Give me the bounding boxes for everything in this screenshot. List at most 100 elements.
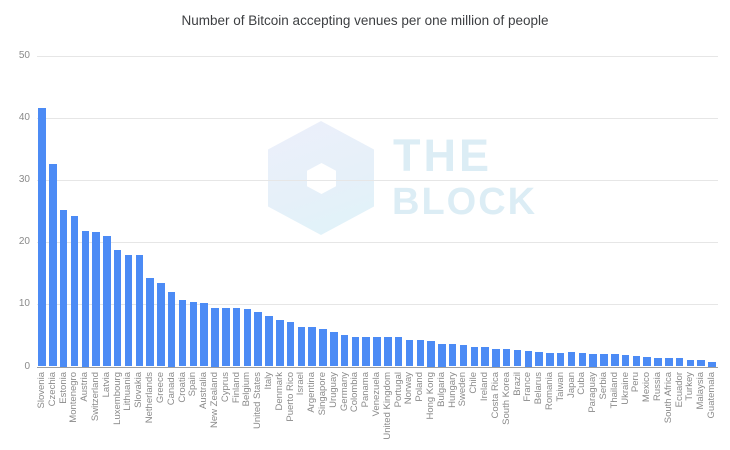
bar-denmark[interactable] [276, 319, 284, 367]
bar-venezuela[interactable] [373, 337, 381, 367]
bar-australia[interactable] [200, 303, 208, 367]
bar-new-zealand[interactable] [211, 307, 219, 367]
bar-croatia[interactable] [178, 300, 187, 367]
bar-israel[interactable] [297, 326, 306, 367]
bar-hong-kong[interactable] [427, 341, 435, 367]
bar-south-africa[interactable] [665, 357, 673, 367]
bar-czechia[interactable] [49, 164, 57, 367]
bar-belarus[interactable] [535, 352, 543, 367]
bar-mexico[interactable] [643, 356, 651, 367]
bar-argentina[interactable] [308, 326, 316, 367]
bar-latvia[interactable] [103, 236, 111, 367]
bar-puerto-rico[interactable] [286, 321, 295, 367]
bar-estonia[interactable] [59, 210, 68, 367]
bar-united-kingdom[interactable] [384, 336, 392, 367]
x-axis-line [37, 366, 718, 368]
x-axis-label: Switzerland [90, 372, 101, 422]
y-axis-label: 0 [24, 360, 30, 372]
x-axis-label: Hong Kong [425, 372, 436, 420]
bar-ireland[interactable] [481, 346, 489, 367]
x-axis-label: South Africa [662, 372, 674, 424]
bar-finland[interactable] [232, 308, 241, 367]
bar-japan[interactable] [567, 352, 576, 367]
x-axis-label: Slovakia [133, 372, 145, 408]
x-axis-label: Austria [79, 372, 91, 402]
x-axis-label: Slovenia [36, 372, 47, 409]
x-axis-label: Serbia [597, 372, 609, 400]
x-axis-label: Malaysia [695, 372, 707, 410]
x-axis-label: Turkey [684, 372, 696, 401]
bar-serbia[interactable] [600, 354, 608, 367]
bar-panama[interactable] [362, 336, 370, 367]
y-axis-label: 50 [18, 50, 30, 61]
bar-lithuania[interactable] [124, 255, 133, 367]
x-axis-label: Venezuela [371, 372, 382, 417]
bar-netherlands[interactable] [146, 278, 154, 367]
bar-thailand[interactable] [611, 354, 619, 367]
x-axis-label: United Kingdom [381, 372, 393, 440]
bar-slovenia[interactable] [38, 108, 46, 367]
bar-guatemala[interactable] [708, 361, 716, 367]
bar-belgium[interactable] [243, 309, 252, 367]
bar-spain[interactable] [189, 301, 197, 367]
watermark-text-the: THE [393, 130, 492, 181]
bar-germany[interactable] [340, 335, 349, 367]
x-axis-label: Cuba [576, 372, 588, 395]
x-axis-label: Italy [262, 372, 274, 390]
bar-colombia[interactable] [351, 336, 360, 367]
x-axis-label: Poland [414, 372, 426, 402]
gridline [37, 56, 718, 57]
x-axis-label: Costa Rica [489, 372, 501, 419]
bar-bulgaria[interactable] [438, 343, 446, 367]
bar-malaysia[interactable] [697, 360, 705, 367]
bar-ukraine[interactable] [621, 354, 630, 367]
x-axis-label: Sweden [457, 372, 469, 407]
bar-singapore[interactable] [319, 329, 327, 367]
bar-sweden[interactable] [459, 344, 468, 367]
x-axis-label: France [522, 372, 534, 402]
y-axis-label: 40 [18, 112, 30, 124]
bar-russia[interactable] [654, 357, 662, 367]
bar-slovakia[interactable] [135, 255, 143, 367]
bar-italy[interactable] [265, 315, 273, 367]
bar-turkey[interactable] [686, 360, 695, 367]
bar-ecuador[interactable] [675, 358, 684, 367]
bar-austria[interactable] [81, 230, 89, 367]
bar-united-states[interactable] [254, 311, 262, 367]
bar-taiwan[interactable] [556, 352, 565, 367]
bar-uruguay[interactable] [330, 332, 338, 367]
bar-luxembourg[interactable] [113, 249, 122, 367]
bar-cuba[interactable] [578, 352, 586, 367]
x-axis-label: Puerto Rico [284, 372, 296, 422]
bar-hungary[interactable] [448, 344, 457, 367]
x-axis-label: Montenegro [68, 372, 80, 423]
bar-montenegro[interactable] [70, 216, 79, 367]
bar-romania[interactable] [546, 352, 554, 367]
x-axis-label: Denmark [273, 372, 285, 411]
x-axis-label: Ukraine [619, 372, 631, 405]
x-axis-label: Romania [543, 372, 555, 411]
bar-chile[interactable] [470, 346, 478, 367]
bar-south-korea[interactable] [502, 349, 511, 367]
bar-switzerland[interactable] [92, 232, 100, 367]
bar-greece[interactable] [157, 282, 165, 367]
bar-brazil[interactable] [513, 349, 522, 367]
bar-peru[interactable] [632, 355, 641, 367]
bar-poland[interactable] [416, 340, 424, 367]
bar-canada[interactable] [167, 292, 176, 367]
bar-france[interactable] [524, 351, 532, 367]
x-axis-label: Russia [651, 372, 663, 402]
x-axis-label: Mexico [641, 372, 653, 403]
x-axis-label: Singapore [317, 372, 328, 416]
bar-portugal[interactable] [394, 337, 403, 367]
gridline [37, 180, 718, 182]
x-axis-label: Belarus [533, 372, 545, 405]
bar-costa-rica[interactable] [492, 348, 500, 367]
x-axis-label: Lithuania [122, 372, 134, 411]
x-axis-label: Guatemala [706, 372, 717, 419]
bar-cyprus[interactable] [222, 308, 230, 367]
x-axis-label: Japan [565, 372, 577, 398]
x-axis-label: Panama [360, 372, 372, 408]
bar-norway[interactable] [405, 339, 414, 367]
bar-paraguay[interactable] [589, 353, 597, 367]
